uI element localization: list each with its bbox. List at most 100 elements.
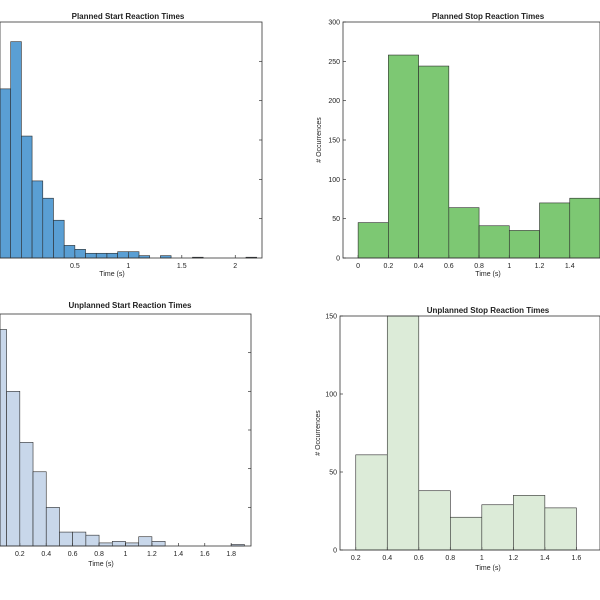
histogram-bar: [151, 541, 166, 547]
histogram-bar: [450, 516, 483, 551]
histogram-bar: [45, 507, 60, 547]
x-axis-label: Time (s): [475, 271, 500, 278]
x-tick-label: 0.6: [414, 555, 424, 562]
histogram-bar: [59, 531, 73, 547]
bars-group: [357, 54, 600, 259]
histogram-bar: [513, 495, 546, 551]
histogram-bar: [418, 65, 450, 259]
x-tick-label: 1.8: [226, 551, 236, 558]
x-tick-label: 1.2: [508, 555, 518, 562]
y-tick-label: 300: [328, 20, 340, 27]
histogram-bar: [63, 245, 76, 259]
histogram-bar: [569, 197, 600, 259]
histogram-bar: [74, 249, 86, 259]
y-tick-label: 150: [325, 314, 337, 321]
x-axis-label: Time (s): [475, 565, 500, 572]
histogram-bar: [19, 442, 34, 547]
x-tick-label: 1.2: [147, 551, 157, 558]
bars-group: [355, 315, 577, 551]
x-tick-label: 1.4: [540, 555, 550, 562]
histogram-bar: [481, 504, 514, 551]
histogram-bar: [138, 536, 153, 547]
histogram-bar: [10, 41, 22, 259]
histogram-bar: [0, 88, 11, 259]
histogram-bar: [544, 507, 577, 551]
histogram-bar: [85, 252, 97, 259]
histogram-bar: [32, 471, 47, 547]
y-tick-label: 100: [328, 177, 340, 184]
x-tick-label: 0.8: [445, 555, 455, 562]
histogram-bar: [21, 135, 33, 259]
chart-title: Planned Stop Reaction Times: [432, 12, 545, 21]
x-tick-label: 0.4: [414, 263, 424, 270]
tick-group: 0.2 0.4 0.6 0.8 1 1.2 1.4 1.6 1.8: [15, 352, 251, 558]
x-tick-label: 0.6: [68, 551, 78, 558]
chart-title: Unplanned Stop Reaction Times: [427, 306, 550, 315]
histogram-bar: [111, 541, 126, 547]
histogram-bar: [53, 219, 65, 259]
x-tick-label: 1.5: [177, 263, 187, 270]
x-tick-label: 0.4: [382, 555, 392, 562]
histogram-bar: [106, 252, 118, 259]
x-tick-label: 1.4: [565, 263, 575, 270]
panel-planned-stop: Planned Stop Reaction Times 0 0.2 0.4 0.6 0.…: [316, 12, 600, 278]
y-tick-label: 0: [336, 256, 340, 263]
x-axis-label: Time (s): [99, 271, 124, 278]
chart-title: Unplanned Start Reaction Times: [69, 301, 193, 310]
histogram-bar: [72, 531, 87, 547]
histogram-bar: [85, 534, 100, 547]
x-tick-label: 0.5: [70, 263, 80, 270]
x-tick-label: 1.6: [200, 551, 210, 558]
histogram-bar: [125, 542, 140, 547]
x-tick-label: 0.6: [444, 263, 454, 270]
x-tick-label: 0.8: [94, 551, 104, 558]
y-tick-label: 200: [328, 98, 340, 105]
x-tick-label: 1: [124, 551, 128, 558]
y-tick-label: 0: [333, 548, 337, 555]
x-tick-label: 0.2: [15, 551, 25, 558]
x-tick-label: 0.2: [351, 555, 361, 562]
x-tick-label: 1: [126, 263, 130, 270]
histogram-bar: [355, 454, 388, 551]
bars-group: [0, 41, 257, 259]
x-tick-label: 2: [233, 263, 237, 270]
chart-title: Planned Start Reaction Times: [72, 12, 185, 21]
histogram-bar: [31, 180, 44, 259]
x-tick-label: 0.4: [41, 551, 51, 558]
histogram-bar: [386, 315, 420, 551]
tick-group: 0 0.2 0.4 0.6 0.8 1 1.2 1.4 0 50 100 150 200 250 300: [328, 20, 574, 271]
histogram-bar: [418, 490, 451, 551]
panel-planned-start: Planned Start Reaction Times 0.5 1 1.5 2 Ti…: [0, 12, 263, 278]
y-tick-label: 50: [329, 470, 337, 477]
tick-group: 0.2 0.4 0.6 0.8 1 1.2 1.4 1.6 0 50 100 150: [325, 314, 581, 563]
histogram-bar: [95, 252, 108, 259]
panel-unplanned-start: Unplanned Start Reaction Times 0.2 0.4 0.6…: [0, 301, 252, 568]
histogram-bar: [6, 391, 21, 547]
axes-box: [339, 315, 600, 551]
histogram-bar: [0, 329, 7, 547]
x-tick-label: 1: [480, 555, 484, 562]
tick-group: 0.5 1 1.5 2: [70, 60, 262, 270]
x-tick-label: 1.2: [535, 263, 545, 270]
y-tick-label: 150: [328, 138, 340, 145]
histogram-bar: [508, 230, 540, 259]
y-tick-label: 100: [325, 392, 337, 399]
x-tick-label: 1: [507, 263, 511, 270]
histogram-bar: [478, 225, 510, 259]
y-tick-label: 250: [328, 59, 340, 66]
histogram-bar: [388, 54, 419, 259]
histogram-bar: [128, 251, 140, 259]
y-axis-label: # Occurrences: [315, 410, 322, 456]
histogram-bar: [357, 222, 389, 259]
bars-group: [0, 329, 245, 547]
histogram-bar: [117, 251, 129, 259]
x-axis-label: Time (s): [88, 561, 113, 568]
histogram-bar: [42, 197, 54, 259]
x-tick-label: 1.4: [173, 551, 183, 558]
panel-unplanned-stop: Unplanned Stop Reaction Times 0.2 0.4 0.6 0…: [315, 306, 600, 572]
histogram-bar: [98, 542, 113, 547]
histogram-bar: [539, 202, 571, 259]
x-tick-label: 0.8: [474, 263, 484, 270]
y-axis-label: # Occurrences: [316, 117, 323, 163]
